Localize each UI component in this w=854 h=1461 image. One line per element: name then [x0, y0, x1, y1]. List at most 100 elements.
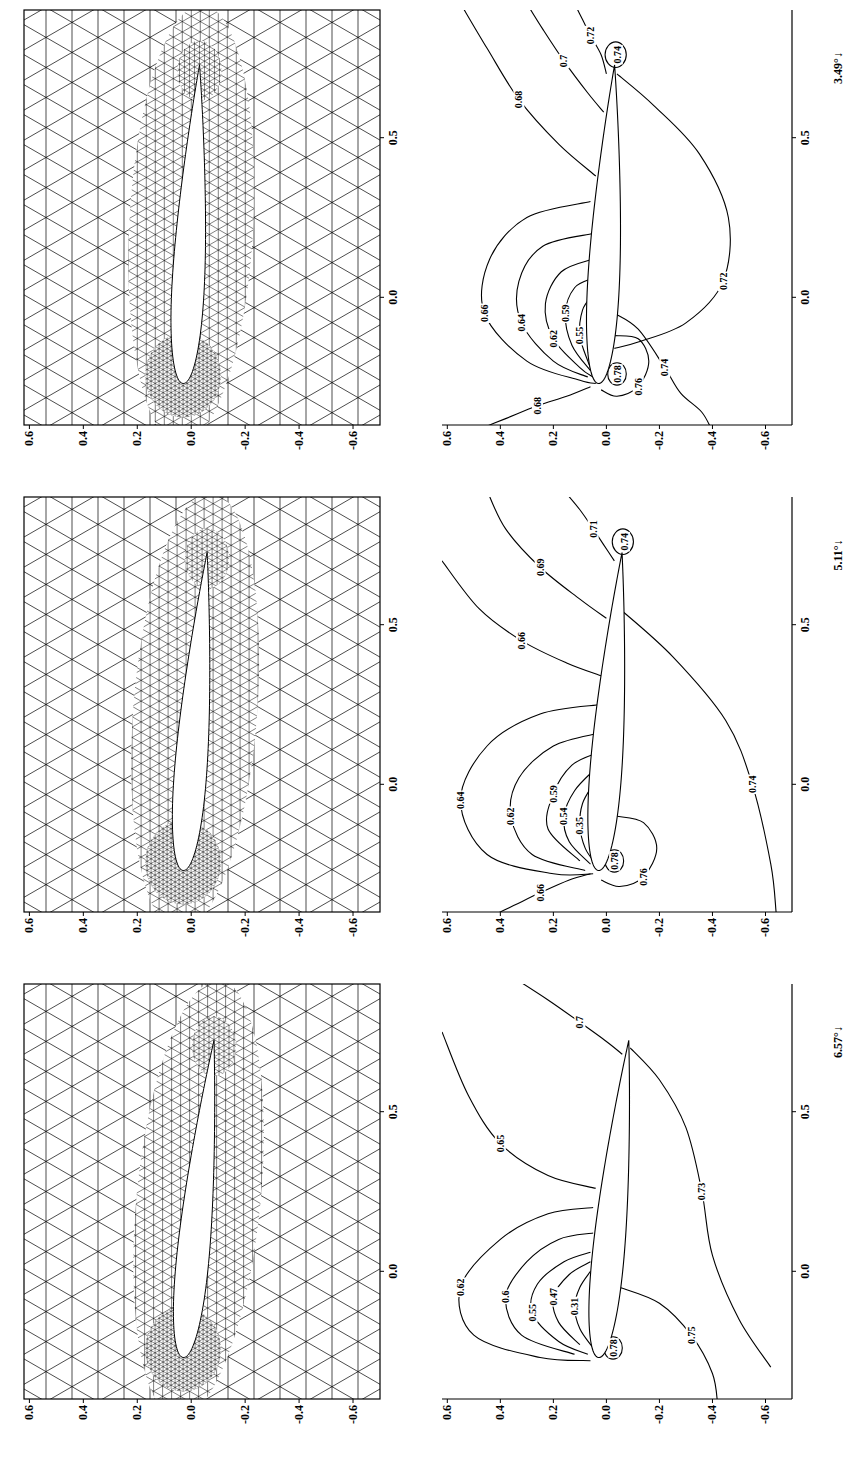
y-tick: [606, 425, 607, 429]
label-patch: [532, 396, 543, 416]
contour-line: [614, 313, 712, 425]
airfoil: [172, 553, 209, 871]
contour-label-group: 0.72: [585, 26, 596, 46]
y-tick: [191, 1399, 192, 1403]
y-tick-label: 0.2: [546, 1405, 560, 1420]
x-tick-label: 0.0: [798, 290, 812, 305]
label-patch: [500, 1290, 511, 1305]
contour-label-group: 0.62: [505, 806, 516, 826]
contour-line: [614, 74, 730, 349]
mesh-coarse: [24, 10, 380, 425]
label-patch: [558, 54, 569, 68]
contour-label-group: 0.68: [513, 90, 524, 110]
x-tick-label: 0.0: [386, 777, 400, 792]
x-axis-line: [791, 497, 792, 912]
y-tick-label: -0.6: [758, 1405, 772, 1424]
y-tick-label: -0.2: [238, 918, 252, 937]
y-tick-label: -0.6: [346, 918, 360, 937]
mesh-coarse: [24, 984, 380, 1399]
contour-label-group: 0.66: [516, 631, 527, 651]
mesh-refine-ground: [118, 10, 264, 425]
x-tick-label: 0.5: [798, 130, 812, 145]
y-tick: [29, 425, 30, 429]
y-tick: [29, 1399, 30, 1403]
y-tick: [245, 425, 246, 429]
contour-label: 0.75: [686, 1326, 697, 1344]
y-tick: [299, 912, 300, 916]
contour-label-group: 0.64: [455, 791, 466, 811]
y-axis-line: [442, 424, 792, 425]
x-tick-label: 0.5: [386, 130, 400, 145]
y-tick: [659, 912, 660, 916]
contour-label-group: 0.74: [619, 532, 630, 552]
label-patch: [505, 806, 516, 826]
y-tick-label: 0.2: [546, 918, 560, 933]
contour-line: [474, 387, 591, 425]
contour-label-group: 0.59: [548, 784, 559, 804]
y-tick: [83, 1399, 84, 1403]
y-tick-label: -0.2: [238, 1405, 252, 1424]
mesh-fine-lines: [24, 497, 380, 912]
contour-label-group: 0.66: [535, 883, 546, 903]
mesh-fine-lines: [24, 10, 380, 425]
label-patch: [633, 377, 644, 397]
label-patch: [659, 358, 670, 378]
y-tick: [245, 912, 246, 916]
y-tick: [712, 912, 713, 916]
contour-label: 0.74: [659, 359, 670, 377]
plot-area: [24, 10, 380, 425]
label-patch: [455, 1278, 466, 1298]
contour-label-group: 0.35: [574, 816, 585, 836]
y-tick-label: 0.6: [22, 1405, 36, 1420]
y-tick: [553, 425, 554, 429]
contour-line: [545, 259, 593, 377]
contour-label-group: 0.74: [747, 775, 758, 795]
plot-area: [442, 984, 771, 1399]
mesh-fine: [24, 497, 380, 912]
y-tick: [659, 1399, 660, 1403]
label-patch: [638, 867, 649, 887]
contour-label-group: 0.72: [718, 272, 729, 292]
y-tick-label: -0.2: [652, 431, 666, 450]
plot-area: [24, 497, 380, 912]
contour-label-group: 0.62: [455, 1278, 466, 1298]
y-tick-label: 0.4: [76, 431, 90, 446]
mesh-fine-lines: [24, 497, 380, 912]
contour-label: 0.7: [558, 55, 569, 67]
label-patch: [696, 1182, 707, 1202]
y-tick-label: -0.2: [652, 1405, 666, 1424]
contour-label-group: 0.7: [558, 54, 569, 68]
airfoil: [588, 553, 625, 871]
contour-label-group: 0.59: [560, 304, 571, 324]
contour-line: [487, 497, 606, 618]
contour-label: 0.76: [633, 378, 644, 396]
y-tick: [606, 1399, 607, 1403]
x-axis-line: [791, 10, 792, 425]
x-tick: [792, 137, 796, 138]
contour-label: 0.64: [516, 314, 527, 332]
y-tick-label: -0.4: [292, 918, 306, 937]
contour-line: [612, 529, 633, 555]
contour-line: [461, 10, 596, 176]
contour-line: [527, 10, 604, 112]
x-tick-label: 0.0: [798, 1264, 812, 1279]
contour-label: 0.76: [638, 868, 649, 886]
x-tick: [380, 1111, 384, 1112]
y-tick: [447, 425, 448, 429]
y-tick-label: 0.2: [546, 431, 560, 446]
contour-panel: 0.60.40.20.0-0.2-0.4-0.60.00.53.49°↓0.74…: [440, 4, 845, 450]
label-patch: [747, 775, 758, 795]
figure: 0.60.40.20.0-0.2-0.4-0.60.00.50.60.40.20…: [0, 0, 854, 1461]
mesh-coarse: [24, 10, 380, 425]
y-tick-label: -0.6: [758, 918, 772, 937]
contour-line: [506, 1233, 594, 1354]
label-patch: [560, 304, 571, 324]
y-tick-label: 0.2: [130, 918, 144, 933]
contour-label: 0.66: [535, 884, 546, 902]
contour-label-group: 0.64: [516, 313, 527, 333]
label-patch: [548, 784, 559, 804]
x-tick-label: 0.5: [798, 1104, 812, 1119]
contour-label-group: 0.76: [633, 377, 644, 397]
y-tick: [137, 912, 138, 916]
contour-label: 0.66: [516, 632, 527, 650]
